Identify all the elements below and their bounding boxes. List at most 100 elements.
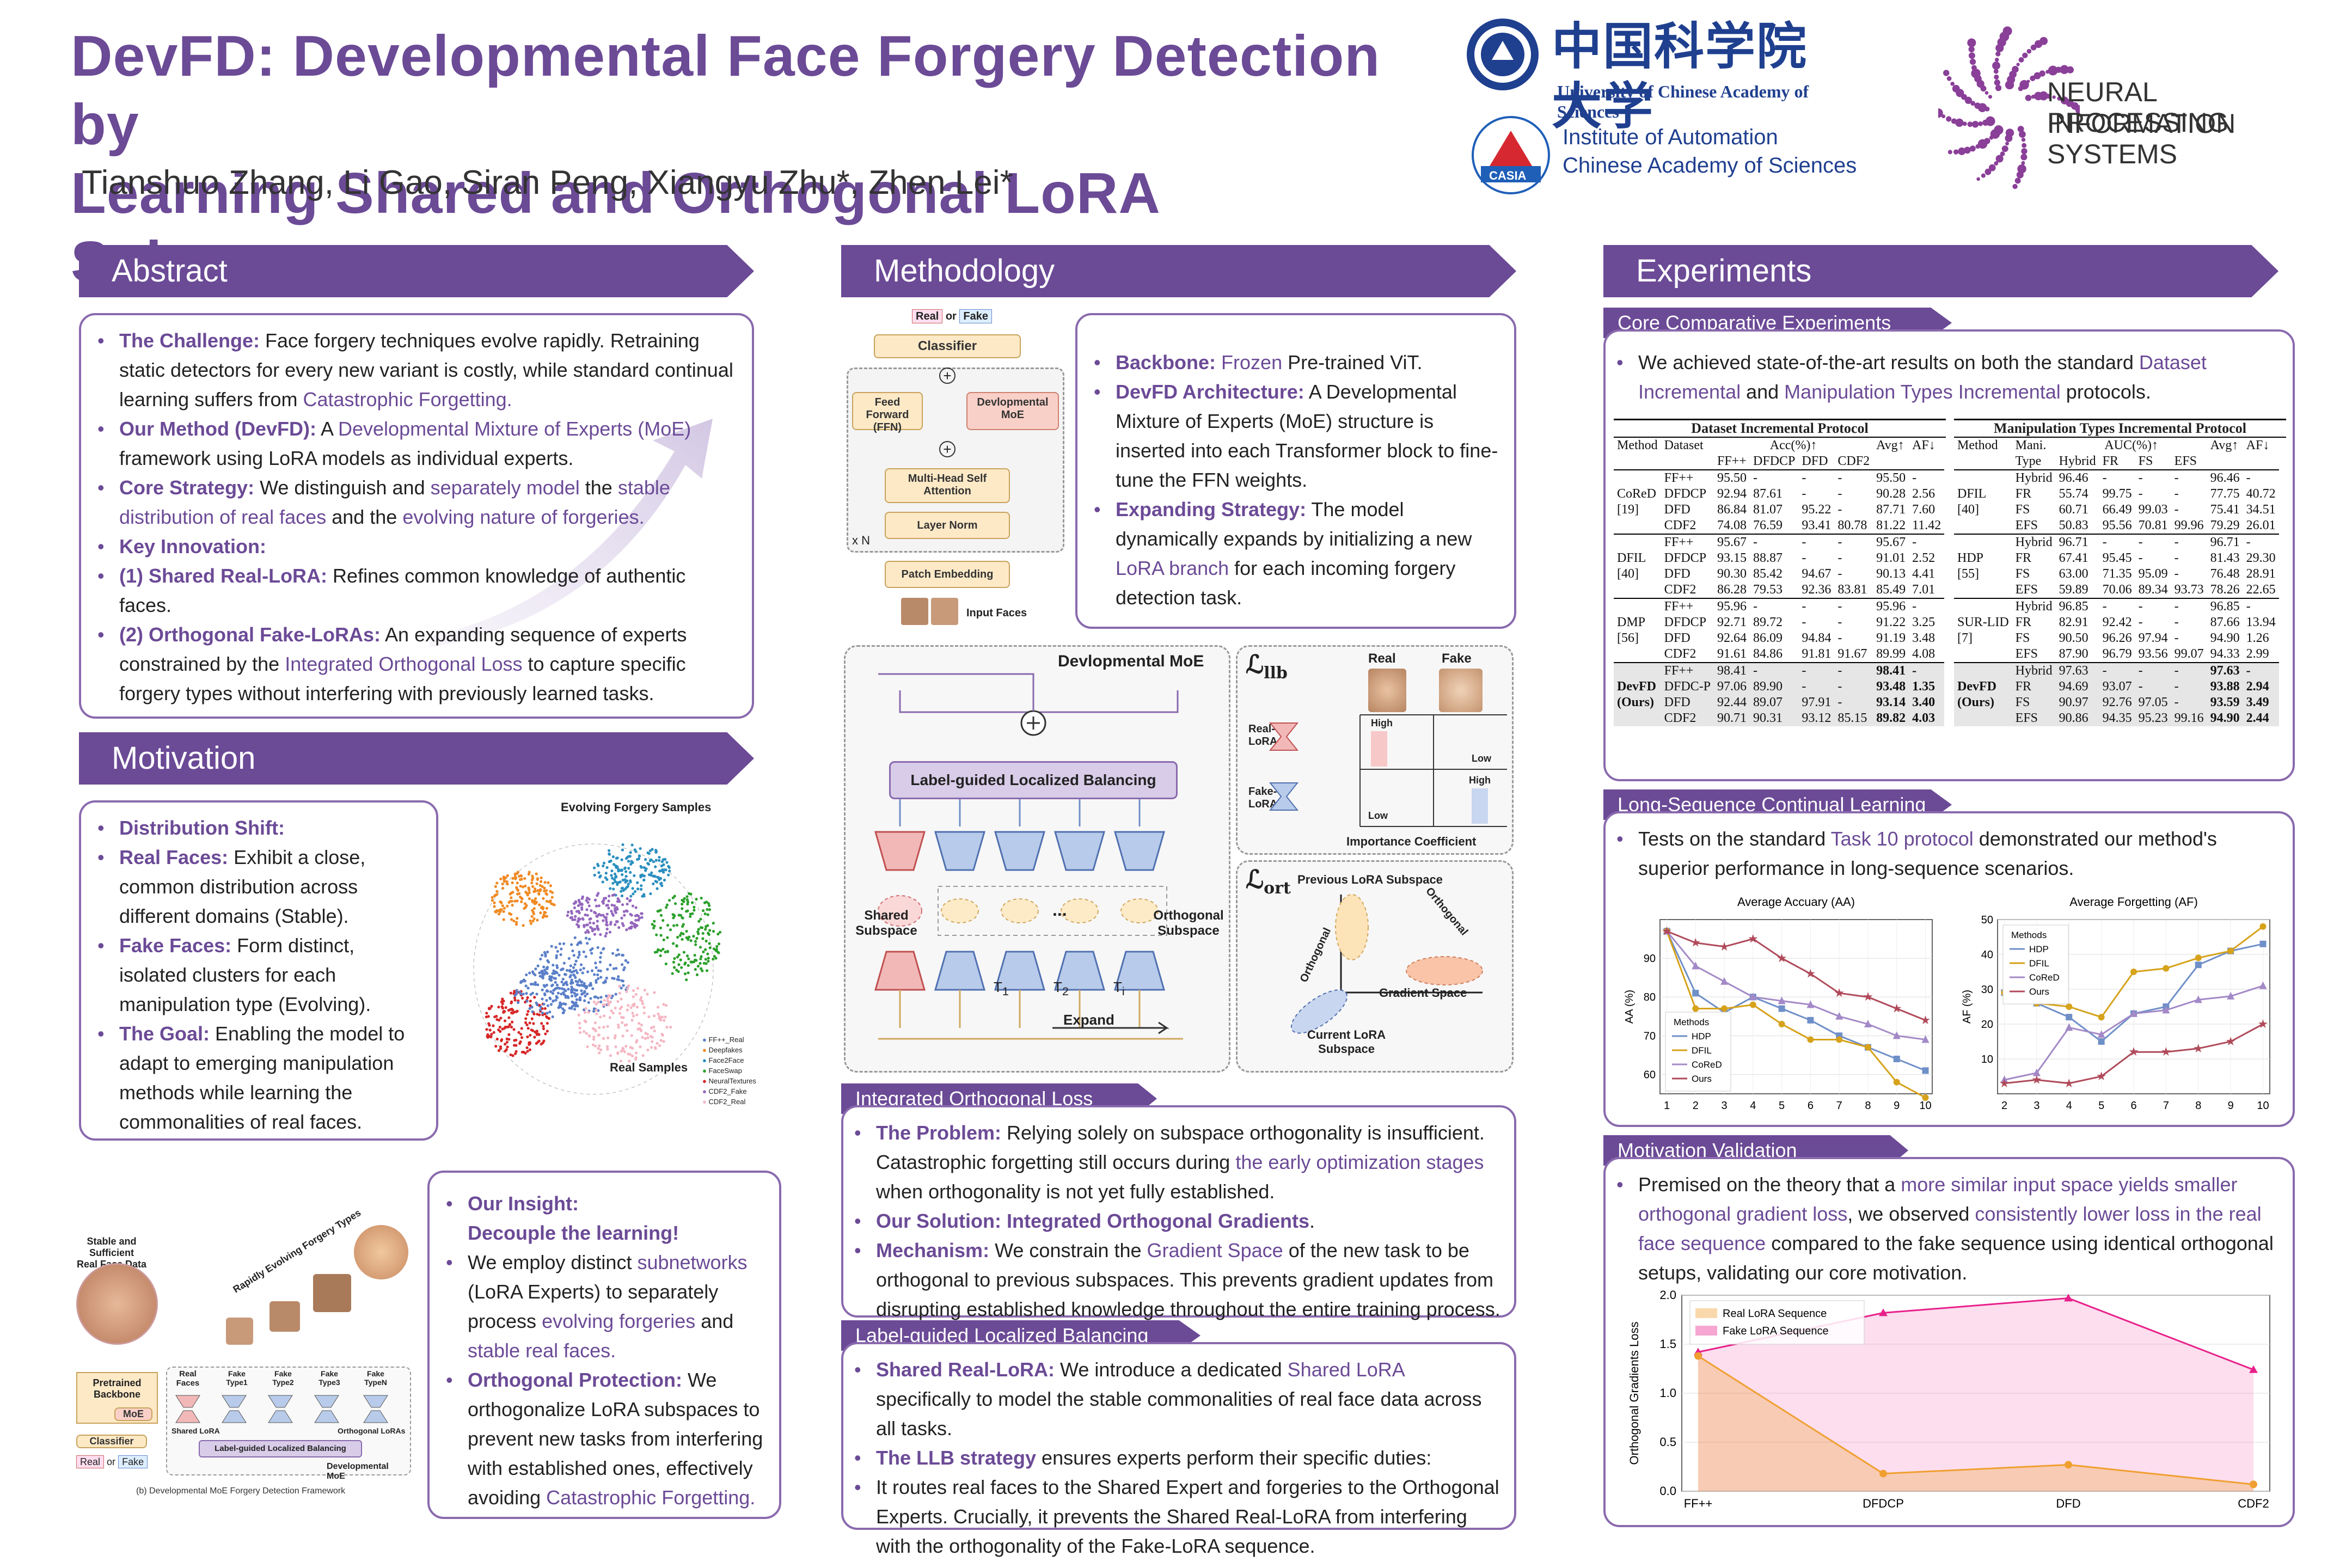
tsne-point <box>592 910 596 914</box>
table-cell: 93.48 <box>1873 679 1909 695</box>
tsne-point <box>643 989 646 992</box>
tsne-point <box>575 998 579 1001</box>
neurips-dot <box>2039 36 2048 45</box>
tsne-point <box>536 983 540 987</box>
table-cell: FS <box>2015 567 2030 581</box>
tsne-point <box>579 963 583 966</box>
tsne-point <box>586 1045 589 1049</box>
tsne-point <box>653 991 656 994</box>
table-cell: EFS <box>2012 710 2056 726</box>
tsne-point <box>494 910 497 914</box>
tsne-real-label: Real Samples <box>610 1061 688 1074</box>
tsne-point <box>635 924 639 927</box>
tsne-point <box>621 1021 624 1024</box>
tsne-point <box>566 914 569 917</box>
tsne-point <box>540 1022 543 1025</box>
method-box: Backbone: Frozen Pre-trained ViT. DevFD … <box>1075 313 1516 629</box>
tsne-point <box>545 983 548 987</box>
tsne-point <box>565 983 569 987</box>
tsne-point <box>634 914 637 917</box>
tsne-point <box>613 1036 616 1040</box>
data-point <box>2064 1294 2073 1302</box>
casia-badge: CASIA <box>1489 169 1527 182</box>
tsne-point <box>605 866 609 869</box>
table-cell: 71.35 <box>2102 567 2132 581</box>
tsne-point <box>622 910 626 913</box>
tsne-point <box>530 881 534 885</box>
tsne-legend-item: ● FF++_Real <box>702 1034 756 1045</box>
fw-lora-icons <box>175 1395 388 1423</box>
tsne-point <box>562 1011 565 1014</box>
tsne-point <box>602 861 606 865</box>
tsne-point <box>592 1036 596 1039</box>
tsne-point <box>536 964 540 967</box>
tsne-point <box>578 911 581 915</box>
tsne-point <box>616 883 619 886</box>
tsne-point <box>594 1030 597 1033</box>
tsne-point <box>652 882 655 885</box>
tsne-point <box>712 922 715 925</box>
table-cell: - <box>2174 567 2179 581</box>
tsne-point <box>619 1059 622 1063</box>
tsne-point <box>629 895 633 898</box>
tsne-point <box>618 880 622 884</box>
tsne-point <box>526 996 529 999</box>
motivation-banner: Motivation <box>79 732 754 785</box>
tsne-point <box>592 1000 596 1003</box>
tsne-point <box>618 1007 622 1010</box>
table-header: AF↓ <box>1912 438 1935 452</box>
tsne-point <box>681 907 684 910</box>
legend-title: Methods <box>2011 930 2047 940</box>
tsne-point <box>528 1041 531 1044</box>
tsne-point <box>627 860 630 863</box>
tsne-point <box>513 996 517 1000</box>
tsne-point <box>601 900 604 903</box>
tsne-point <box>586 942 589 945</box>
tsne-point <box>520 996 524 1000</box>
tsne-point <box>516 899 519 903</box>
tsne-legend-dot-icon: ● <box>702 1056 709 1064</box>
series-line-hdp <box>1666 930 1926 1071</box>
tsne-point <box>500 1038 504 1042</box>
tsne-point <box>621 873 624 877</box>
tsne-point <box>644 1037 647 1040</box>
tsne-point <box>669 928 672 932</box>
tsne-point <box>570 994 574 998</box>
tsne-point <box>526 1035 529 1039</box>
tsne-point <box>520 1050 524 1054</box>
tsne-point <box>571 918 574 921</box>
tsne-point <box>642 866 646 869</box>
tsne-point <box>702 961 706 965</box>
table-row: Hybrid 96.71- - -96.71- <box>1954 534 2279 550</box>
tsne-point <box>605 932 608 935</box>
data-point: ★ <box>1920 1013 1931 1027</box>
tsne-point <box>654 865 657 868</box>
tsne-point <box>640 916 644 919</box>
tsne-point <box>665 1026 669 1029</box>
tsne-point <box>630 925 633 928</box>
table-cell: 26.01 <box>2246 518 2276 532</box>
tsne-point <box>682 932 685 935</box>
neurips-dot <box>2030 44 2037 51</box>
tsne-point <box>679 958 682 961</box>
tsne-point <box>641 1054 645 1057</box>
tsne-point <box>634 1051 638 1055</box>
tsne-point <box>506 1045 509 1049</box>
tsne-point <box>536 878 539 881</box>
table-cell: 97.94 <box>2138 631 2168 645</box>
table-cell: 89.99 <box>1876 647 1906 661</box>
table-cell: EFS <box>2015 518 2038 532</box>
tsne-point <box>645 867 648 871</box>
table-cell: 80.78 <box>1837 518 1867 532</box>
tsne-point <box>602 914 605 917</box>
data-point <box>2250 1480 2257 1489</box>
table-method-cell: DevFD <box>1614 679 1661 695</box>
tsne-point <box>505 1025 509 1029</box>
tsne-point <box>686 900 690 904</box>
tsne-point <box>499 1047 503 1050</box>
tsne-point <box>700 967 703 970</box>
fake-face-thumb-2 <box>270 1301 300 1332</box>
tsne-point <box>606 996 609 1000</box>
neurips-dot <box>1951 118 1957 124</box>
tsne-point <box>675 945 678 948</box>
